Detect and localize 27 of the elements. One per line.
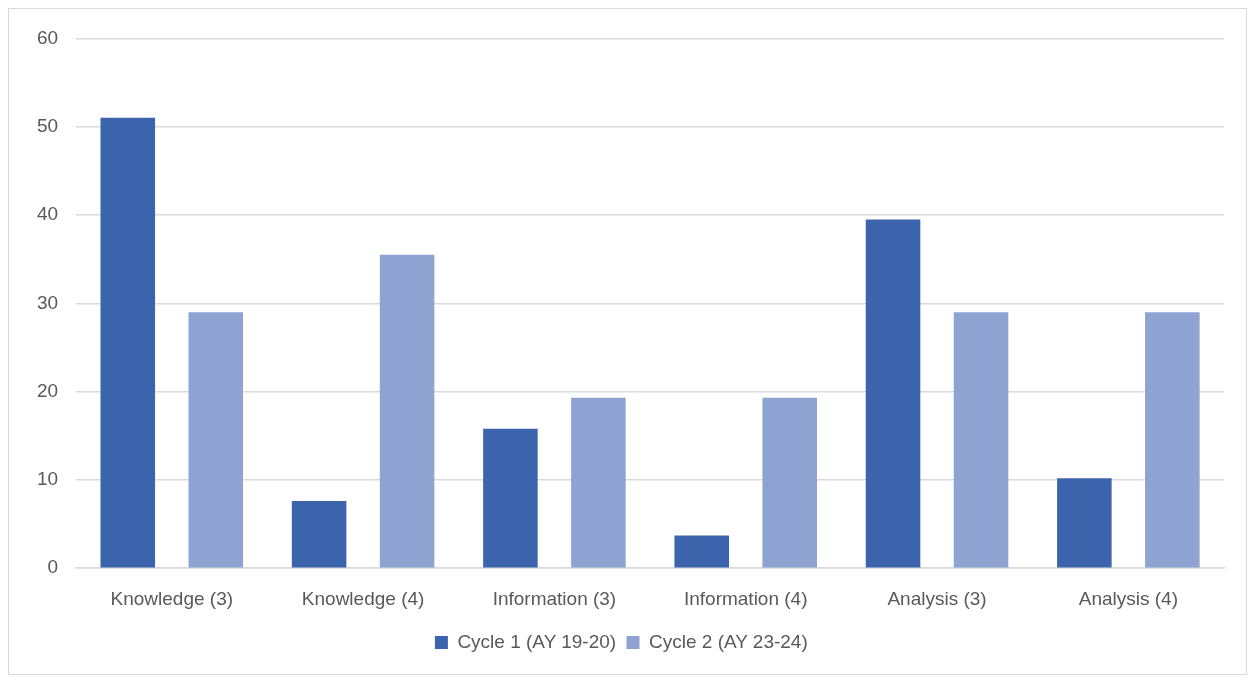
x-tick-label: Analysis (3) bbox=[887, 587, 987, 609]
y-tick-label: 40 bbox=[36, 203, 59, 225]
x-tick-label: Knowledge (3) bbox=[110, 587, 234, 609]
x-tick-label: Analysis (4) bbox=[1078, 587, 1178, 609]
bar bbox=[1057, 478, 1112, 568]
y-tick-label: 20 bbox=[36, 379, 59, 401]
bar bbox=[571, 397, 626, 568]
y-tick-label: 10 bbox=[36, 468, 59, 490]
bar bbox=[483, 428, 538, 568]
x-tick-label: Knowledge (4) bbox=[301, 587, 425, 609]
bar bbox=[762, 397, 818, 568]
y-tick-label: 50 bbox=[36, 114, 59, 136]
y-tick-label: 60 bbox=[36, 26, 59, 48]
bar bbox=[100, 117, 156, 568]
bar bbox=[1145, 312, 1200, 568]
bar bbox=[379, 254, 435, 568]
bar bbox=[865, 219, 921, 568]
bar bbox=[188, 312, 244, 568]
bar bbox=[674, 535, 729, 568]
y-tick-label: 30 bbox=[36, 291, 59, 313]
bar bbox=[953, 312, 1009, 568]
bar bbox=[291, 501, 347, 568]
y-tick-label: 0 bbox=[47, 556, 59, 578]
legend-label: Cycle 1 (AY 19-20) bbox=[457, 630, 617, 652]
legend-label: Cycle 2 (AY 23-24) bbox=[649, 630, 808, 652]
x-tick-label: Information (3) bbox=[492, 587, 617, 609]
x-tick-label: Information (4) bbox=[683, 587, 808, 609]
